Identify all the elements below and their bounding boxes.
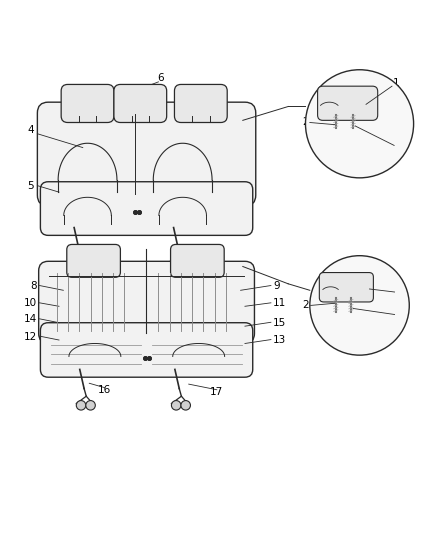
Text: 2: 2 [302, 301, 309, 310]
Text: 3: 3 [395, 143, 402, 152]
Text: 11: 11 [273, 298, 286, 308]
FancyBboxPatch shape [40, 182, 253, 236]
FancyBboxPatch shape [114, 84, 167, 123]
Circle shape [305, 70, 413, 178]
FancyBboxPatch shape [319, 272, 373, 302]
Circle shape [80, 259, 90, 268]
Text: 9: 9 [273, 281, 280, 291]
Text: 1: 1 [393, 78, 399, 88]
Circle shape [86, 401, 95, 410]
FancyBboxPatch shape [67, 245, 120, 277]
Text: 4: 4 [28, 125, 34, 135]
Text: 6: 6 [157, 74, 164, 83]
FancyBboxPatch shape [318, 86, 378, 120]
Text: 17: 17 [210, 387, 223, 397]
Text: 15: 15 [273, 318, 286, 328]
Circle shape [181, 401, 191, 410]
Circle shape [170, 259, 180, 268]
FancyBboxPatch shape [37, 102, 256, 206]
Text: 10: 10 [24, 298, 37, 308]
Text: 7: 7 [396, 285, 402, 294]
FancyBboxPatch shape [174, 84, 227, 123]
Text: 14: 14 [24, 314, 37, 324]
Circle shape [71, 259, 80, 268]
Circle shape [76, 401, 86, 410]
FancyBboxPatch shape [40, 322, 253, 377]
Text: 12: 12 [24, 332, 37, 342]
Text: 13: 13 [273, 335, 286, 345]
Text: 8: 8 [31, 281, 37, 291]
Text: 3: 3 [396, 311, 402, 321]
FancyBboxPatch shape [39, 261, 254, 343]
Circle shape [180, 259, 189, 268]
FancyBboxPatch shape [170, 245, 224, 277]
Text: 2: 2 [302, 117, 309, 127]
Circle shape [310, 256, 409, 355]
Text: 16: 16 [98, 385, 111, 395]
FancyBboxPatch shape [61, 84, 114, 123]
Circle shape [171, 401, 181, 410]
Text: 5: 5 [28, 182, 34, 191]
